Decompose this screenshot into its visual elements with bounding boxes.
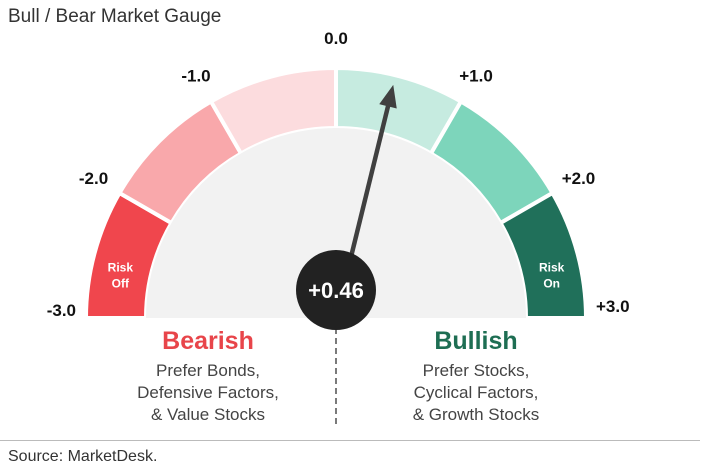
tick-label: +3.0	[596, 297, 630, 316]
gauge-chart: -3.0 -2.0 -1.0 0.0 +1.0 +2.0 +3.0 Risk Off Risk O…	[47, 29, 630, 428]
bullish-heading: Bullish	[434, 327, 518, 355]
risk-label: On	[543, 277, 560, 291]
gauge-inner-face	[146, 128, 526, 318]
tick-label: +2.0	[562, 169, 596, 188]
tick-label: -3.0	[47, 301, 76, 320]
risk-labels: Risk Off Risk On	[108, 261, 565, 291]
bullish-line: Prefer Stocks,	[422, 361, 530, 380]
tick-label: -1.0	[181, 67, 210, 86]
gauge-value-label: +0.46	[308, 278, 364, 303]
needle-arrowhead	[379, 84, 397, 109]
needle-hub	[296, 250, 376, 330]
bearish-heading: Bearish	[162, 327, 254, 355]
source-note: Source: MarketDesk.	[8, 448, 158, 465]
bullish-panel: Bullish Prefer Stocks, Cyclical Factors,…	[356, 327, 596, 426]
tick-label: 0.0	[324, 29, 348, 48]
risk-label: Off	[112, 277, 130, 291]
risk-label: Risk	[108, 261, 134, 275]
tick-label: -2.0	[79, 169, 108, 188]
gauge-needle: +0.46	[296, 84, 397, 330]
bearish-line: Prefer Bonds,	[156, 361, 260, 380]
bullish-line: Cyclical Factors,	[413, 383, 539, 402]
chart-title: Bull / Bear Market Gauge	[8, 6, 222, 27]
footer-divider	[0, 440, 700, 441]
risk-label: Risk	[539, 261, 565, 275]
gauge-tick-labels: -3.0 -2.0 -1.0 0.0 +1.0 +2.0 +3.0	[47, 29, 630, 320]
tick-label: +1.0	[459, 67, 493, 86]
bearish-line: Defensive Factors,	[137, 383, 279, 402]
bearish-panel: Bearish Prefer Bonds, Defensive Factors,…	[88, 327, 328, 426]
needle-shaft	[346, 101, 392, 269]
bearish-line: & Value Stocks	[150, 405, 266, 424]
bullish-line: & Growth Stocks	[412, 405, 540, 424]
